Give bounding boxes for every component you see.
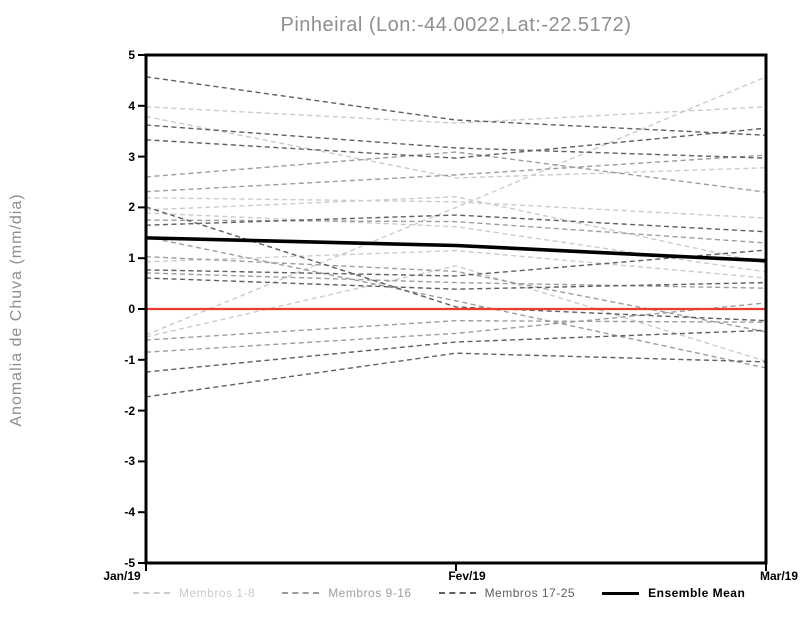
ensemble-member-line xyxy=(145,76,767,136)
ensemble-member-line xyxy=(145,76,767,336)
y-tick-label: -2 xyxy=(124,403,135,418)
ensemble-member-line xyxy=(145,197,767,219)
ensemble-member-line xyxy=(145,115,767,179)
x-tick-label: Jan/19 xyxy=(103,569,141,583)
dashed-line-swatch xyxy=(438,592,476,594)
ensemble-member-line xyxy=(145,196,767,264)
ensemble-member-line xyxy=(145,255,767,333)
ensemble-member-line xyxy=(145,319,767,341)
y-tick-label: 2 xyxy=(128,200,135,215)
legend-item-membros-1-8: Membros 1-8 xyxy=(133,586,255,600)
ensemble-member-line xyxy=(145,124,767,159)
ensemble-member-line xyxy=(145,249,767,277)
ensemble-member-line xyxy=(145,265,767,362)
legend-label: Membros 17-25 xyxy=(484,586,576,600)
ensemble-member-line xyxy=(145,329,767,373)
legend-label: Ensemble Mean xyxy=(648,586,746,600)
y-tick-label: 5 xyxy=(128,48,135,62)
ensemble-member-line xyxy=(145,206,767,322)
y-tick-label: -5 xyxy=(124,556,135,570)
dashed-line-swatch xyxy=(282,592,320,594)
chart-title: Pinheiral (Lon:-44.0022,Lat:-22.5172) xyxy=(280,14,632,36)
y-tick-label: 0 xyxy=(128,302,135,316)
ensemble-member-line xyxy=(145,352,767,398)
ensemble-member-line xyxy=(145,127,767,159)
legend-label: Membros 1-8 xyxy=(179,586,256,600)
ensemble-member-line xyxy=(145,154,767,193)
legend-item-membros-9-16: Membros 9-16 xyxy=(282,586,411,600)
legend-item-ensemble-mean: Ensemble Mean xyxy=(602,586,745,600)
solid-line-swatch xyxy=(602,591,640,595)
y-tick-label: 4 xyxy=(128,98,135,113)
ensemble-member-line xyxy=(145,236,767,369)
ensemble-member-line xyxy=(145,219,767,244)
x-tick-label: Fev/19 xyxy=(448,569,486,583)
legend: Membros 1-8 Membros 9-16 Membros 17-25 E… xyxy=(133,586,745,600)
x-tick-label: Mar/19 xyxy=(759,569,799,583)
dashed-line-swatch xyxy=(133,592,170,594)
ensemble-member-line xyxy=(145,302,767,353)
ensemble-member-line xyxy=(145,106,767,124)
ensemble-member-line xyxy=(145,151,767,193)
y-tick-label: -1 xyxy=(124,352,135,367)
ensemble-member-line xyxy=(145,214,767,233)
legend-item-membros-17-25: Membros 17-25 xyxy=(438,586,576,600)
ensemble-member-line xyxy=(145,277,767,290)
ensemble-member-line xyxy=(145,272,767,289)
y-tick-label: -3 xyxy=(124,454,135,469)
y-tick-label: 1 xyxy=(128,251,135,266)
legend-label: Membros 9-16 xyxy=(328,586,412,600)
ensemble-mean-line xyxy=(145,236,767,263)
y-tick-label: 3 xyxy=(128,149,135,164)
y-tick-label: -4 xyxy=(124,505,135,520)
